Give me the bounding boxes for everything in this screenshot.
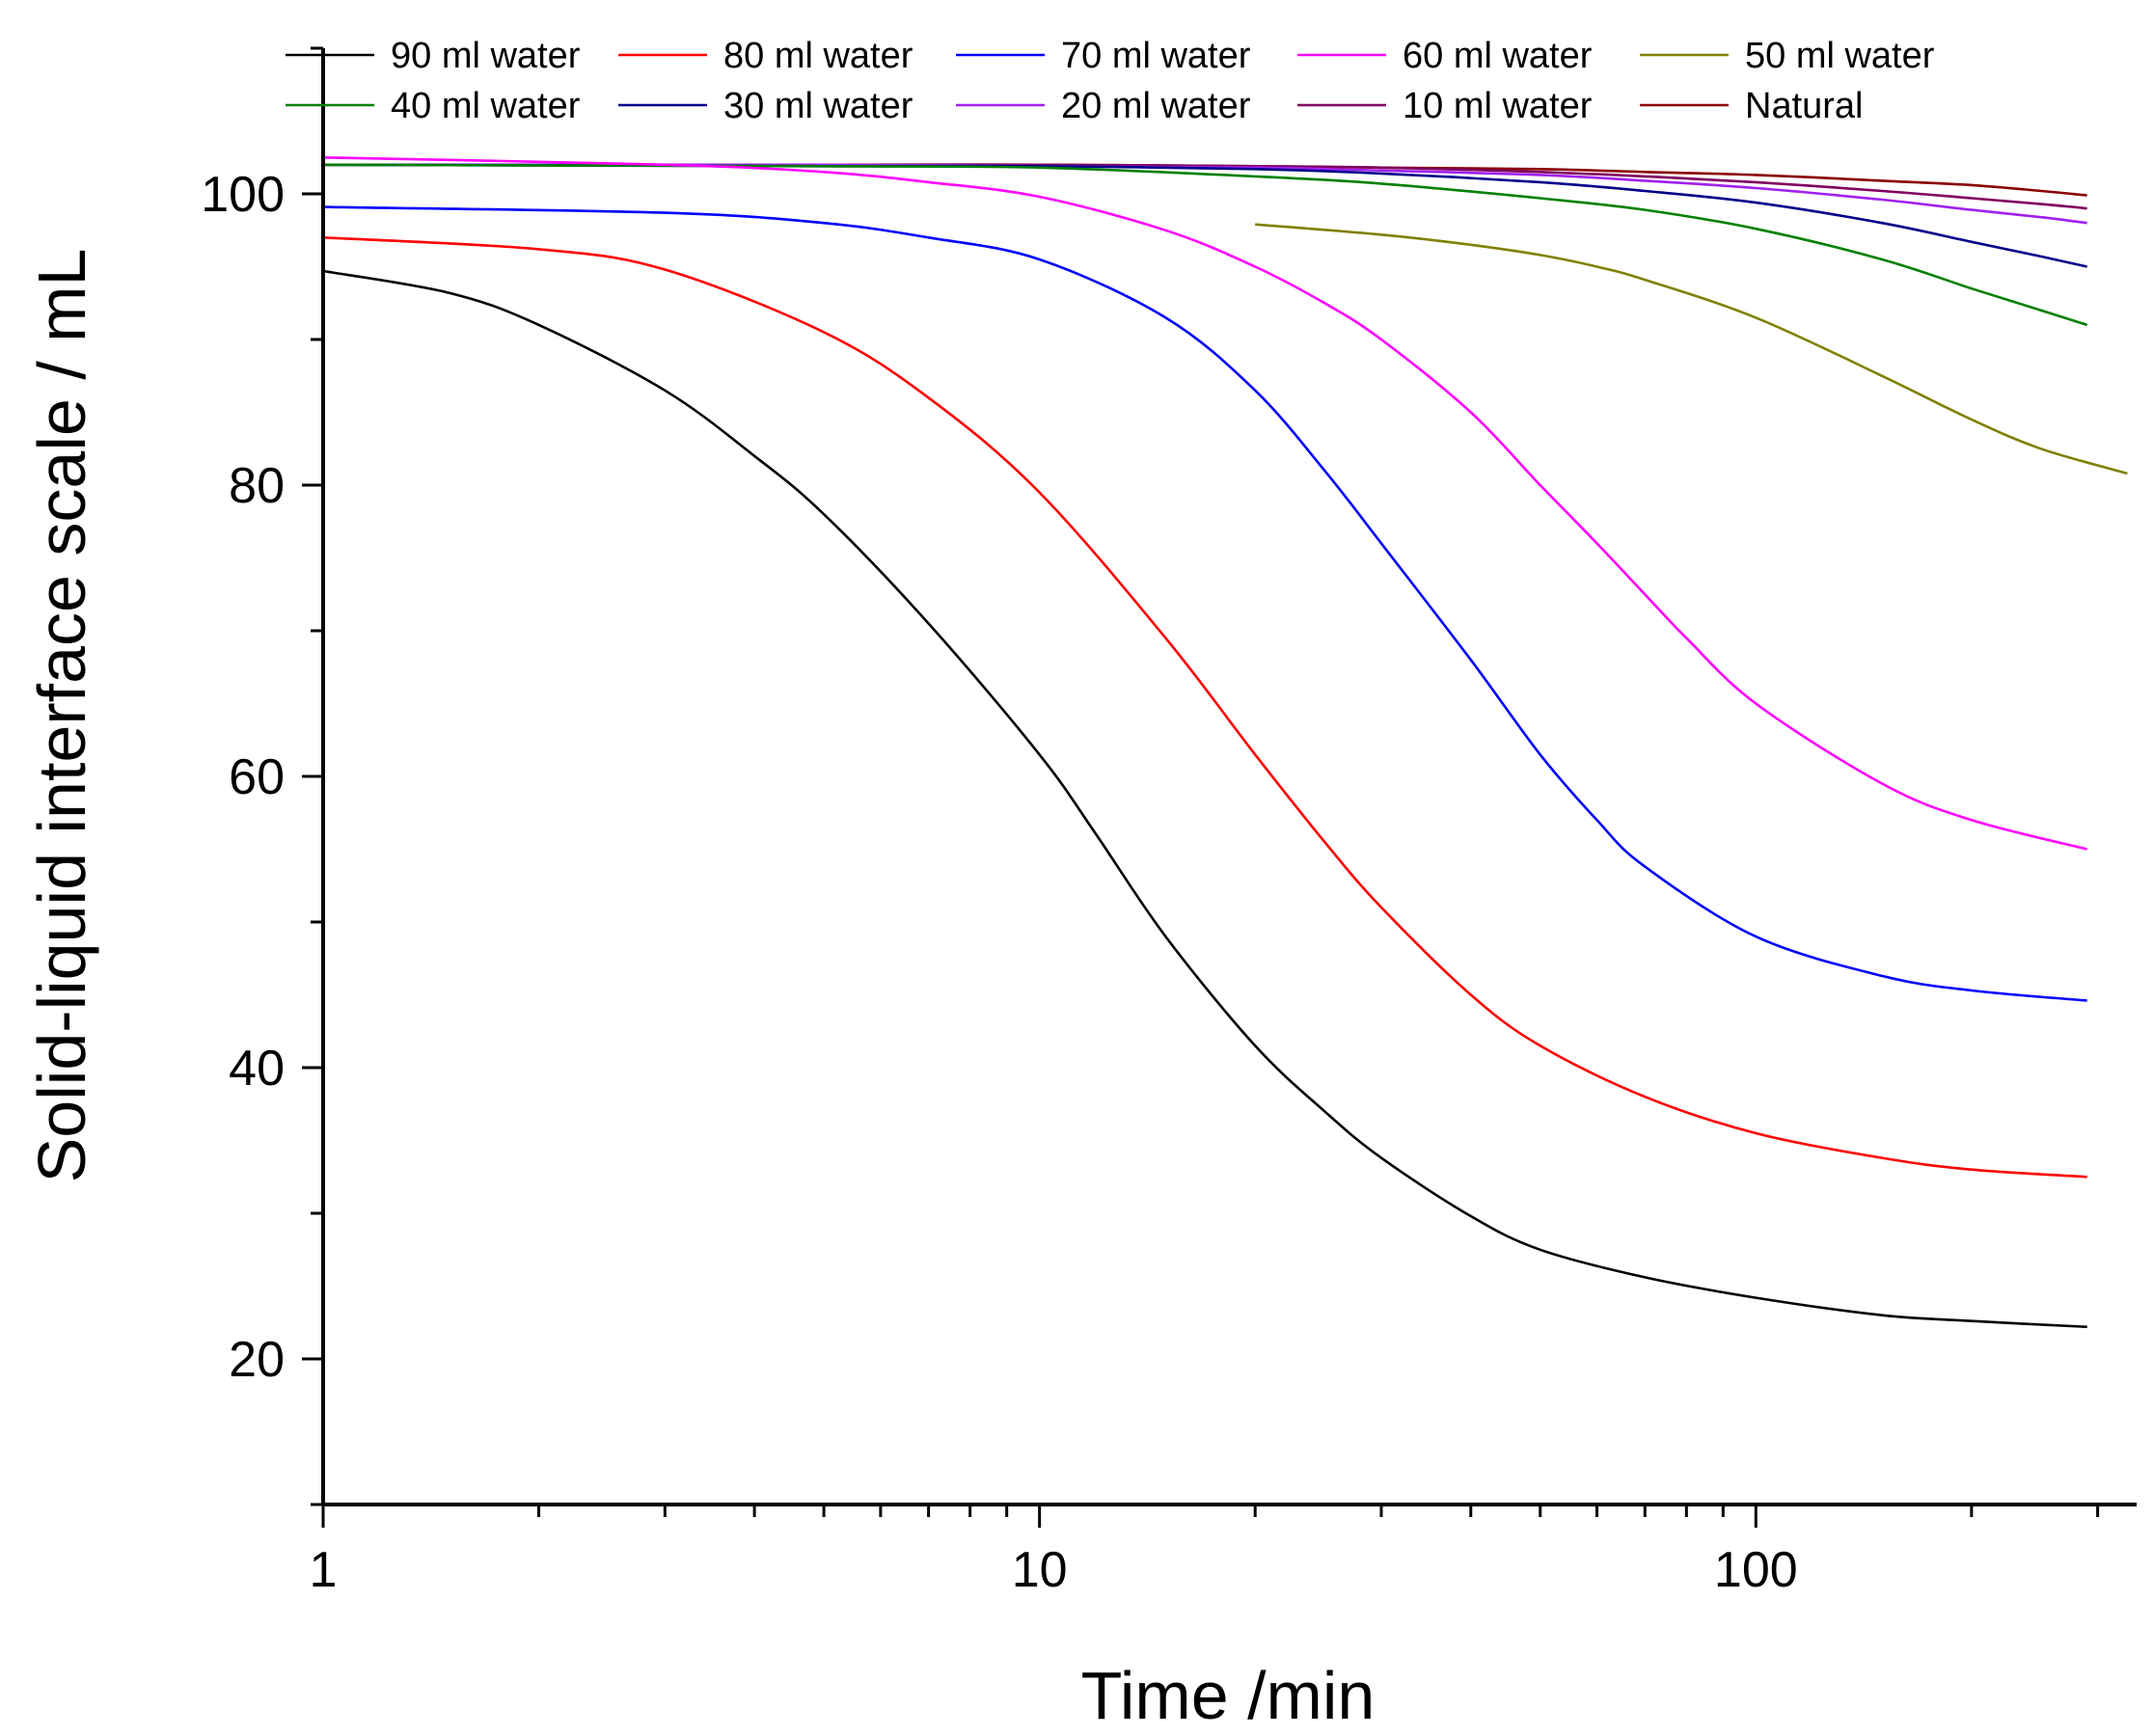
- y-tick-label: 40: [229, 1041, 285, 1097]
- legend-label-40-ml-water: 40 ml water: [391, 86, 581, 126]
- y-tick-label: 60: [229, 749, 285, 805]
- legend: 90 ml water 80 ml water 70 ml water 60 ml w…: [286, 36, 1935, 126]
- legend-label-80-ml-water: 80 ml water: [723, 36, 913, 76]
- x-tick-label: 100: [1714, 1542, 1798, 1598]
- x-tick-label: 10: [1012, 1542, 1068, 1598]
- series-line-50-ml-water: [1255, 223, 2128, 475]
- x-tick-label: 1: [310, 1542, 338, 1598]
- series-line-60-ml-water: [322, 156, 2088, 851]
- legend-label-natural: Natural: [1745, 86, 1864, 126]
- series-line-80-ml-water: [322, 236, 2087, 1179]
- series-line-40-ml-water: [322, 163, 2088, 327]
- y-tick-label: 100: [201, 167, 285, 223]
- series-line-70-ml-water: [322, 205, 2087, 1002]
- legend-label-70-ml-water: 70 ml water: [1061, 36, 1251, 76]
- legend-label-60-ml-water: 60 ml water: [1403, 36, 1593, 76]
- legend-label-90-ml-water: 90 ml water: [391, 36, 581, 76]
- x-axis-title: Time /min: [1081, 1658, 1376, 1733]
- y-axis-title: Solid-liquid interface scale / mL: [24, 249, 99, 1183]
- series-layer: [322, 156, 2128, 1329]
- legend-label-20-ml-water: 20 ml water: [1061, 86, 1251, 126]
- legend-label-10-ml-water: 10 ml water: [1403, 86, 1593, 126]
- y-tick-label: 80: [229, 458, 285, 514]
- legend-label-30-ml-water: 30 ml water: [723, 86, 913, 126]
- series-line-20-ml-water: [322, 163, 2087, 225]
- y-tick-label: 20: [229, 1332, 285, 1388]
- legend-label-50-ml-water: 50 ml water: [1745, 36, 1935, 76]
- axes-layer: 20 40 60 80 100 1 10 100: [201, 46, 2137, 1598]
- series-line-90-ml-water: [322, 269, 2087, 1329]
